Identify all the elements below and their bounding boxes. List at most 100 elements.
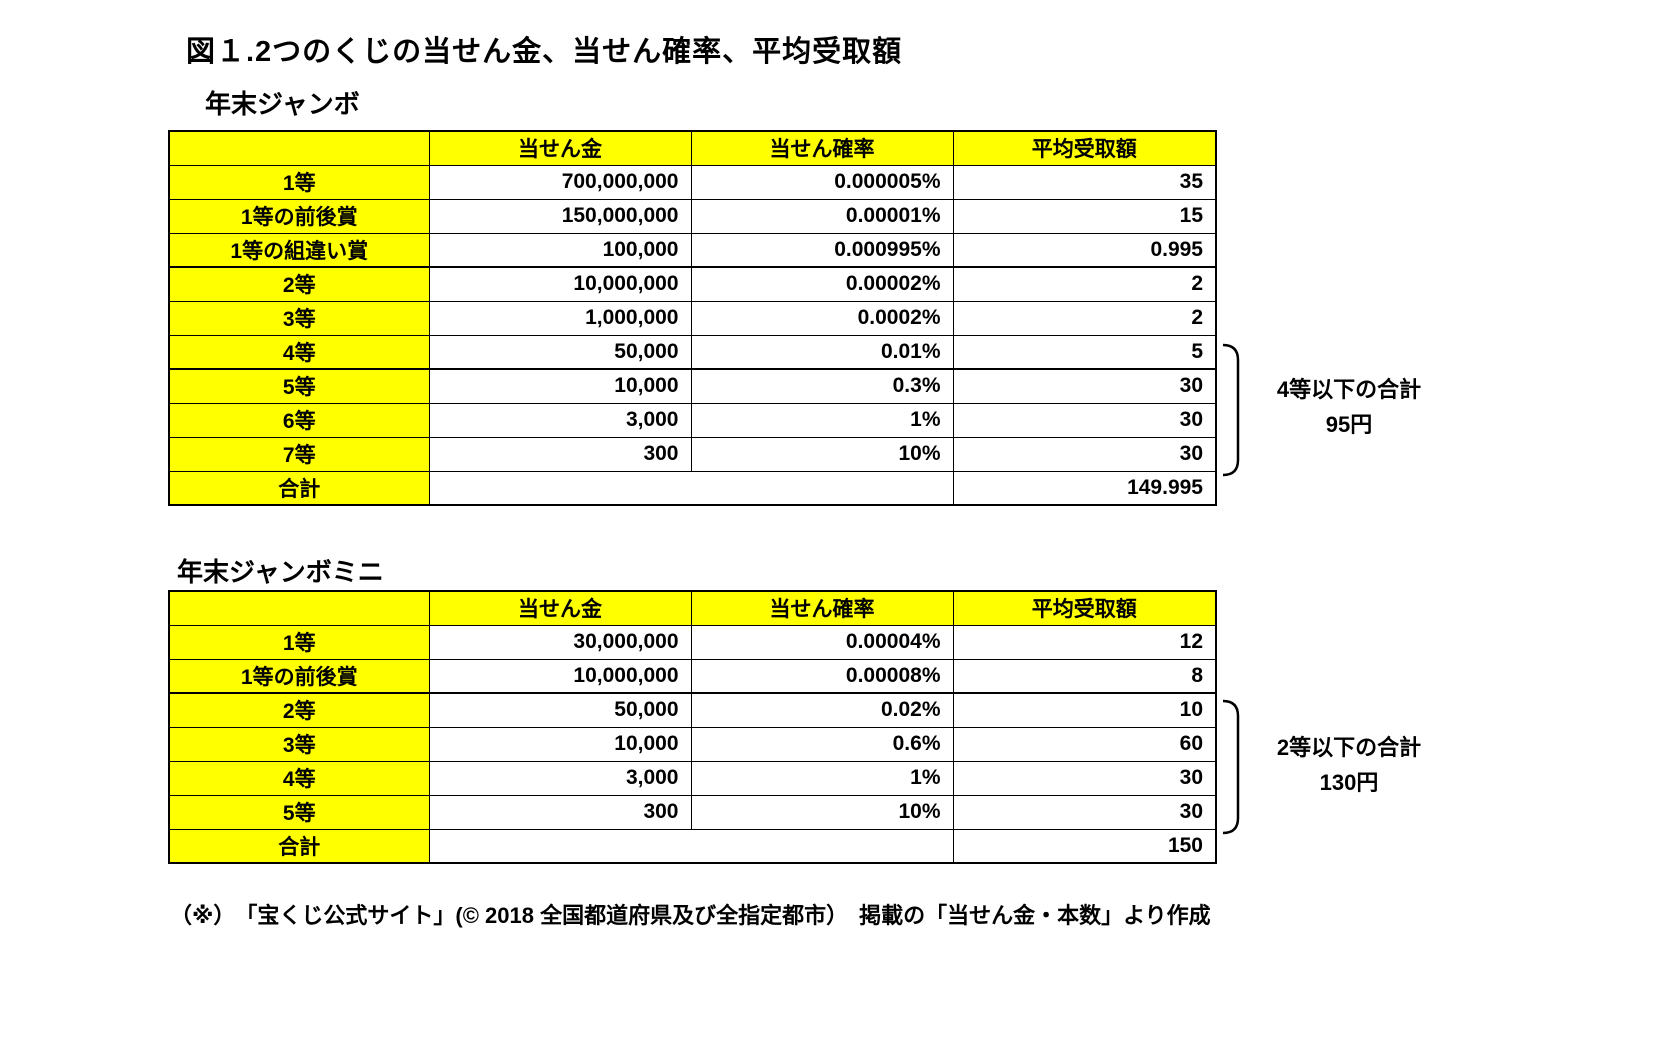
prize-cell: 30,000,000 (428, 624, 692, 660)
probability-cell: 0.00004% (690, 624, 954, 660)
prize-cell: 300 (428, 436, 692, 472)
prize-cell: 10,000,000 (428, 658, 692, 694)
average-cell: 30 (952, 794, 1217, 830)
table-row: 4等 50,000 0.01% 5 (168, 334, 1217, 370)
average-cell: 35 (952, 164, 1217, 200)
row-label: 1等の前後賞 (168, 198, 430, 234)
probability-cell: 0.01% (690, 334, 954, 370)
average-cell: 0.995 (952, 232, 1217, 268)
lottery-table-jumbo: 当せん金 当せん確率 平均受取額 1等 700,000,000 0.000005% 35 1等… (168, 130, 1217, 506)
table-row: 6等 3,000 1% 30 (168, 402, 1217, 438)
table-title-jumbo-mini: 年末ジャンボミニ (177, 557, 384, 587)
table-row: 5等 10,000 0.3% 30 (168, 368, 1217, 404)
table-row: 3等 1,000,000 0.0002% 2 (168, 300, 1217, 336)
average-cell: 2 (952, 300, 1217, 336)
table-row: 2等 50,000 0.02% 10 (168, 692, 1217, 728)
prize-cell: 1,000,000 (428, 300, 692, 336)
row-label: 4等 (168, 334, 430, 370)
table-row: 1等 30,000,000 0.00004% 12 (168, 624, 1217, 660)
column-header: 当せん確率 (690, 590, 954, 626)
annotation-line2: 130円 (1319, 770, 1379, 795)
average-cell: 30 (952, 402, 1217, 438)
column-header (168, 130, 430, 166)
footnote: （※） 「宝くじ公式サイト」(© 2018 全国都道府県及び全指定都市） 掲載の… (170, 903, 1211, 928)
probability-cell: 0.00008% (690, 658, 954, 694)
average-cell: 12 (952, 624, 1217, 660)
probability-cell: 0.0002% (690, 300, 954, 336)
prize-cell: 700,000,000 (428, 164, 692, 200)
total-row: 合計 150 (168, 828, 1217, 864)
average-cell: 150 (952, 828, 1217, 864)
row-label: 1等 (168, 624, 430, 660)
average-cell: 60 (952, 726, 1217, 762)
prize-cell: 10,000 (428, 726, 692, 762)
prize-cell: 10,000,000 (428, 266, 692, 302)
column-header: 平均受取額 (952, 590, 1217, 626)
prize-cell: 100,000 (428, 232, 692, 268)
bracket-icon (1222, 343, 1240, 477)
table-row: 4等 3,000 1% 30 (168, 760, 1217, 796)
table-row: 2等 10,000,000 0.00002% 2 (168, 266, 1217, 302)
prize-cell: 150,000,000 (428, 198, 692, 234)
row-label: 1等の前後賞 (168, 658, 430, 694)
table-row: 1等 700,000,000 0.000005% 35 (168, 164, 1217, 200)
table-row: 1等の前後賞 150,000,000 0.00001% 15 (168, 198, 1217, 234)
row-label: 6等 (168, 402, 430, 438)
column-header (168, 590, 430, 626)
row-label: 5等 (168, 794, 430, 830)
probability-cell: 1% (690, 760, 954, 796)
row-label: 7等 (168, 436, 430, 472)
bracket-annotation-jumbo: 4等以下の合計 95円 (1244, 372, 1454, 442)
table-row: 5等 300 10% 30 (168, 794, 1217, 830)
average-cell: 10 (952, 692, 1217, 728)
average-cell: 8 (952, 658, 1217, 694)
table-row: 7等 300 10% 30 (168, 436, 1217, 472)
total-empty-cell (428, 828, 954, 864)
column-header: 当せん金 (428, 590, 692, 626)
average-cell: 30 (952, 436, 1217, 472)
probability-cell: 0.00001% (690, 198, 954, 234)
annotation-line1: 4等以下の合計 (1276, 377, 1422, 402)
row-label: 合計 (168, 470, 430, 506)
column-header: 平均受取額 (952, 130, 1217, 166)
row-label: 1等 (168, 164, 430, 200)
row-label: 3等 (168, 726, 430, 762)
annotation-line2: 95円 (1325, 412, 1373, 437)
probability-cell: 0.02% (690, 692, 954, 728)
lottery-table-jumbo-mini: 当せん金 当せん確率 平均受取額 1等 30,000,000 0.00004% 12 1等の前… (168, 590, 1217, 864)
average-cell: 15 (952, 198, 1217, 234)
total-row: 合計 149.995 (168, 470, 1217, 506)
probability-cell: 10% (690, 794, 954, 830)
average-cell: 30 (952, 368, 1217, 404)
row-label: 4等 (168, 760, 430, 796)
bracket-annotation-jumbo-mini: 2等以下の合計 130円 (1244, 730, 1454, 800)
probability-cell: 0.6% (690, 726, 954, 762)
prize-cell: 10,000 (428, 368, 692, 404)
average-cell: 30 (952, 760, 1217, 796)
row-label: 5等 (168, 368, 430, 404)
prize-cell: 50,000 (428, 334, 692, 370)
figure-title: 図１.2つのくじの当せん金、当せん確率、平均受取額 (186, 36, 903, 68)
annotation-line1: 2等以下の合計 (1276, 735, 1422, 760)
table-row: 3等 10,000 0.6% 60 (168, 726, 1217, 762)
prize-cell: 300 (428, 794, 692, 830)
prize-cell: 50,000 (428, 692, 692, 728)
column-header: 当せん確率 (690, 130, 954, 166)
row-label: 2等 (168, 692, 430, 728)
bracket-icon (1222, 699, 1240, 835)
header-row: 当せん金 当せん確率 平均受取額 (168, 130, 1217, 166)
probability-cell: 0.00002% (690, 266, 954, 302)
row-label: 2等 (168, 266, 430, 302)
row-label: 合計 (168, 828, 430, 864)
average-cell: 149.995 (952, 470, 1217, 506)
prize-cell: 3,000 (428, 760, 692, 796)
table-title-jumbo: 年末ジャンボ (205, 89, 360, 119)
column-header: 当せん金 (428, 130, 692, 166)
probability-cell: 1% (690, 402, 954, 438)
header-row: 当せん金 当せん確率 平均受取額 (168, 590, 1217, 626)
row-label: 3等 (168, 300, 430, 336)
probability-cell: 0.3% (690, 368, 954, 404)
average-cell: 5 (952, 334, 1217, 370)
probability-cell: 0.000005% (690, 164, 954, 200)
table-row: 1等の組違い賞 100,000 0.000995% 0.995 (168, 232, 1217, 268)
